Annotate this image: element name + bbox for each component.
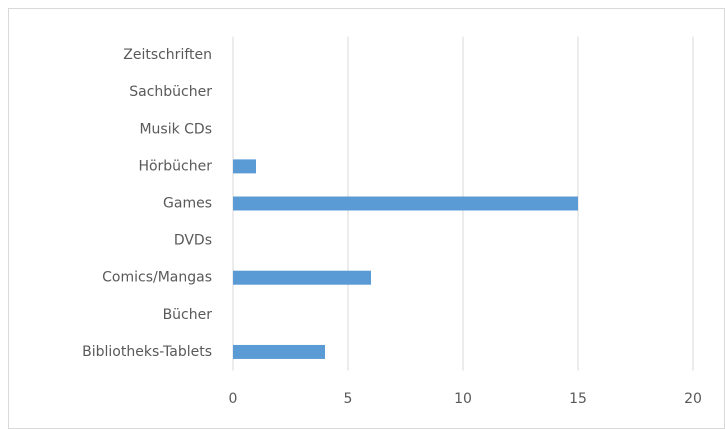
x-tick-label: 5: [344, 391, 353, 407]
bar: [233, 196, 578, 211]
x-tick-label: 20: [684, 391, 702, 407]
bar: [233, 270, 371, 285]
y-tick-label: Musik CDs: [139, 121, 212, 137]
y-tick-label: Games: [163, 196, 212, 212]
y-tick-label: Bibliotheks-Tablets: [82, 344, 212, 360]
y-tick-label: Hörbücher: [138, 158, 212, 174]
y-tick-label: DVDs: [174, 233, 212, 249]
bar: [233, 344, 325, 359]
x-tick-label: 15: [569, 391, 587, 407]
y-tick-label: Sachbücher: [129, 84, 212, 100]
chart-border: [8, 8, 725, 429]
bar: [233, 159, 256, 174]
x-tick-label: 10: [454, 391, 472, 407]
y-tick-label: Zeitschriften: [123, 47, 212, 63]
y-tick-label: Comics/Mangas: [102, 270, 212, 286]
y-tick-label: Bücher: [163, 307, 213, 323]
x-tick-label: 0: [229, 391, 238, 407]
